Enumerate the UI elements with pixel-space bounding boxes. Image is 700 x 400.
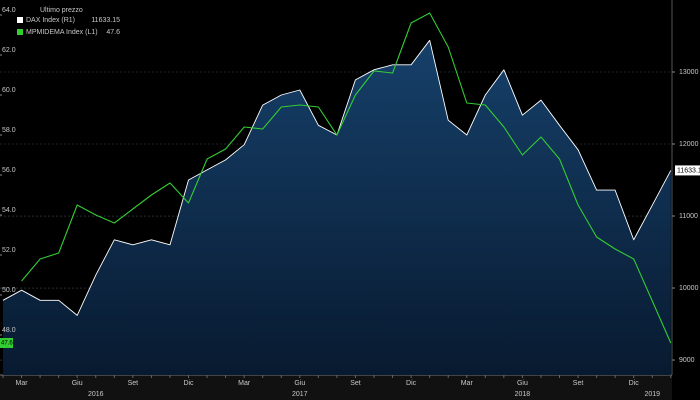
y2-tick-label: 13000 — [679, 69, 699, 76]
y-tick-label: 50.0 — [2, 287, 16, 294]
last-value-label: 47.6 — [1, 341, 13, 347]
y-tick-label: 64.0 — [2, 7, 16, 14]
x-axis-band — [0, 375, 672, 400]
x-tick-label: Set — [128, 380, 139, 387]
area — [3, 40, 671, 376]
y-tick-label: 58.0 — [2, 127, 16, 134]
legend-label: DAX Index (R1) — [26, 17, 75, 24]
last-value-badge — [0, 338, 13, 348]
x-tick-label: Mar — [16, 380, 29, 387]
y2-tick-label: 9000 — [679, 357, 695, 364]
legend-swatch — [17, 29, 23, 35]
legend-value: 11633.15 — [91, 17, 120, 24]
last-value-label: 11633.15 — [677, 167, 700, 174]
y2-tick-label: 11000 — [679, 213, 698, 220]
x-tick-label: Mar — [238, 380, 251, 387]
y-tick-label: 62.0 — [2, 47, 16, 54]
plot — [0, 12, 672, 376]
x-group-label: 2019 — [644, 391, 660, 398]
line — [21, 12, 672, 344]
legend-swatch — [17, 17, 23, 23]
legend-value: 47.6 — [106, 29, 120, 36]
y-tick-label: 60.0 — [2, 87, 16, 94]
x-group-label: 2017 — [292, 391, 308, 398]
x-tick-label: Giu — [294, 380, 305, 387]
x-group-label: 2016 — [88, 391, 104, 398]
overlay: Ultimo prezzo 9000 10000 11000 12000 13000 48… — [0, 3, 700, 398]
y-tick-label: 56.0 — [2, 167, 16, 174]
last-value-badge — [675, 165, 700, 176]
legend-title: Ultimo prezzo — [40, 7, 83, 14]
x-tick-label: Set — [350, 380, 361, 387]
x-tick-label: Dic — [629, 380, 640, 387]
legend-box — [14, 3, 124, 41]
x-tick-label: Mar — [461, 380, 474, 387]
x-group-label: 2018 — [515, 391, 531, 398]
y2-tick-label: 10000 — [679, 285, 699, 292]
y-tick-label: 54.0 — [2, 207, 16, 214]
x-tick-label: Set — [573, 380, 584, 387]
y2-tick-label: 12000 — [679, 141, 699, 148]
legend-label: MPMIDEMA Index (L1) — [26, 29, 98, 36]
x-tick-label: Giu — [517, 380, 528, 387]
y-tick-label: 48.0 — [2, 327, 16, 334]
x-tick-label: Dic — [183, 380, 194, 387]
y-tick-label: 52.0 — [2, 247, 16, 254]
x-tick-label: Dic — [406, 380, 417, 387]
x-tick-label: Giu — [72, 380, 83, 387]
